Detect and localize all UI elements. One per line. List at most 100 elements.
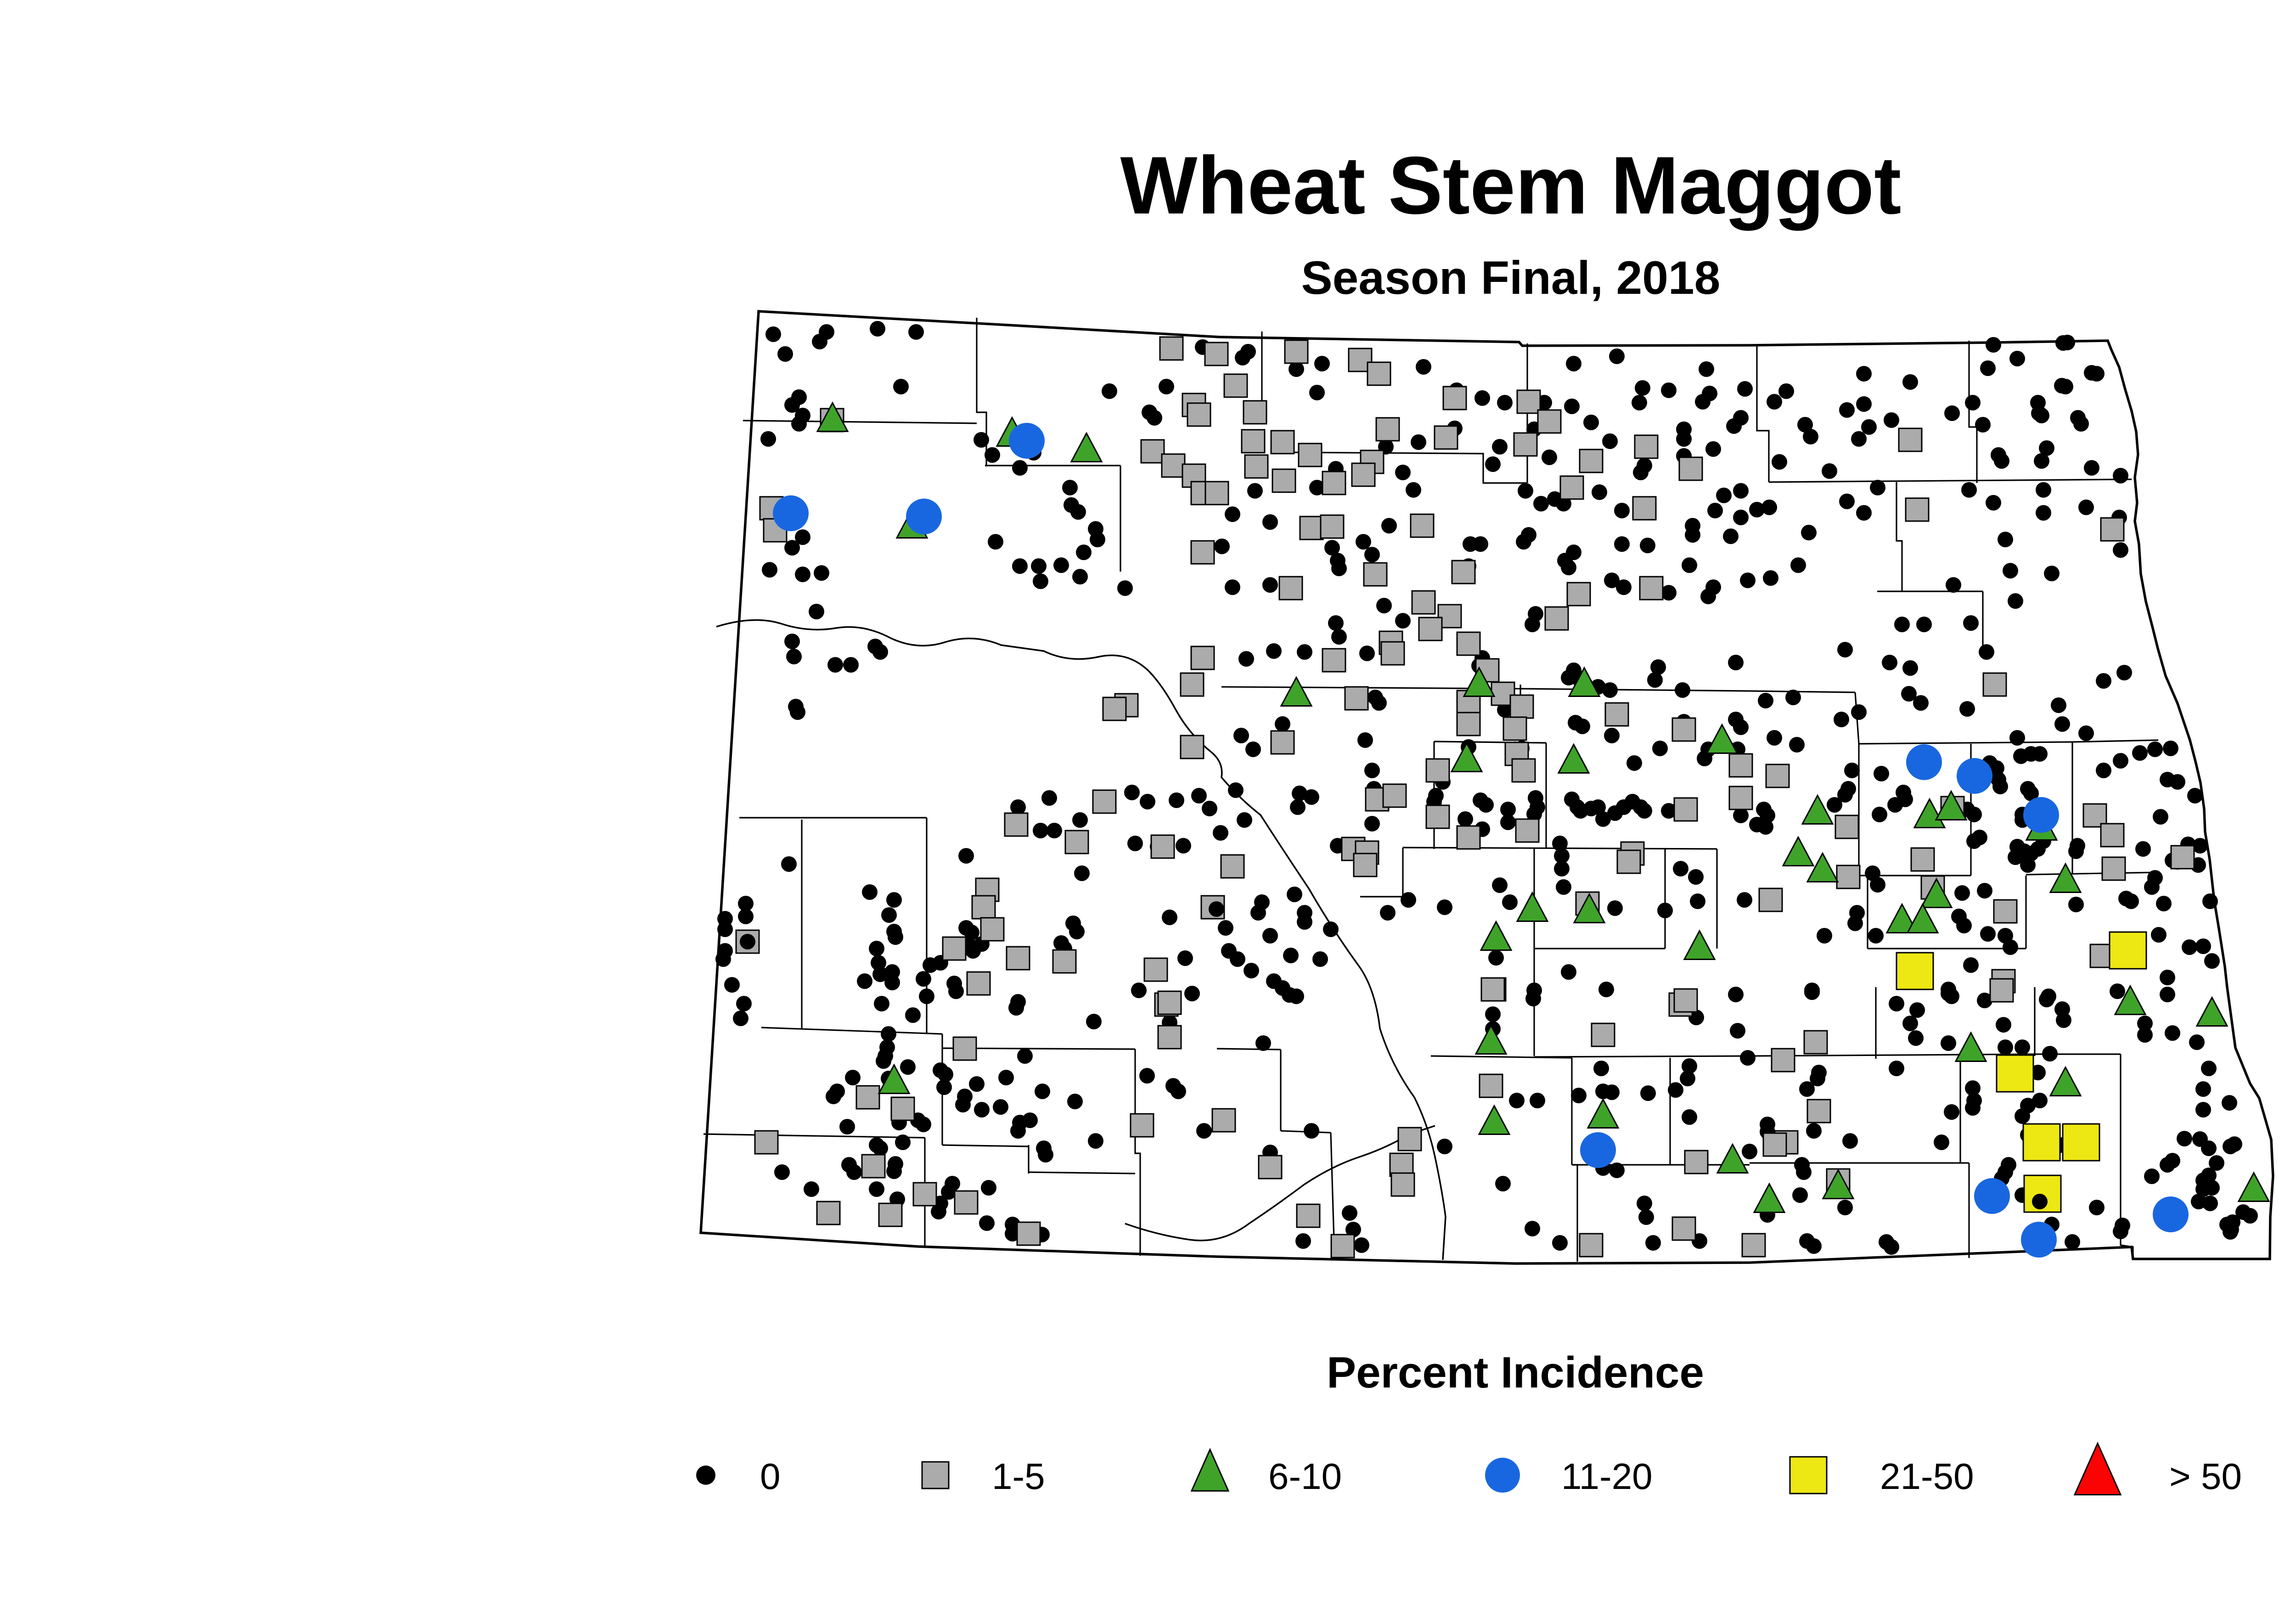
data-point-black-dot: [1304, 789, 1319, 805]
data-point-gray-square: [1380, 641, 1405, 666]
data-point-black-dot: [1842, 1133, 1858, 1149]
data-point-black-dot: [1124, 785, 1140, 800]
data-point-green-triangle: [1557, 743, 1590, 774]
data-point-black-dot: [874, 996, 889, 1011]
data-point-gray-square: [971, 895, 996, 920]
data-point-black-dot: [715, 951, 731, 967]
data-point-gray-square: [1375, 417, 1400, 442]
data-point-black-dot: [2195, 938, 2211, 954]
data-point-black-dot: [814, 565, 829, 581]
data-point-gray-square: [1456, 631, 1481, 656]
data-point-black-dot: [1707, 503, 1723, 518]
data-point-black-dot: [1801, 525, 1817, 540]
data-point-black-dot: [1411, 434, 1426, 450]
data-point-black-dot: [724, 977, 740, 993]
data-point-black-dot: [1492, 439, 1508, 455]
data-point-gray-square: [1771, 1048, 1795, 1073]
data-point-gray-square: [1559, 475, 1584, 500]
data-point-black-dot: [2137, 1016, 2153, 1031]
data-point-black-dot: [1526, 983, 1542, 998]
data-point-gray-square: [1130, 1113, 1154, 1138]
data-point-black-dot: [1977, 993, 1992, 1008]
data-point-black-dot: [1705, 579, 1721, 595]
data-point-black-dot: [2195, 1181, 2211, 1197]
data-point-black-dot: [1837, 787, 1853, 803]
data-point-black-dot: [1076, 545, 1092, 560]
data-point-black-dot: [1797, 417, 1813, 432]
data-point-black-dot: [1941, 986, 1956, 1001]
data-point-black-dot: [1682, 1109, 1697, 1125]
data-point-black-dot: [888, 929, 903, 945]
river-line: [1125, 1125, 1435, 1241]
data-point-black-dot: [900, 1059, 916, 1075]
data-point-black-dot: [2054, 378, 2070, 393]
data-point-gray-square: [754, 1130, 779, 1155]
data-point-black-dot: [1884, 1239, 1899, 1255]
data-point-black-dot: [2144, 879, 2160, 895]
data-point-black-dot: [1395, 465, 1411, 480]
data-point-black-dot: [1518, 483, 1533, 499]
data-point-black-dot: [1209, 901, 1224, 917]
data-point-black-dot: [1283, 948, 1299, 963]
data-point-black-dot: [969, 1076, 985, 1092]
data-point-black-dot: [1998, 532, 2013, 547]
data-point-black-dot: [2223, 1139, 2238, 1154]
data-point-gray-square: [1671, 1216, 1696, 1241]
county-line: [2072, 739, 2159, 743]
data-point-black-dot: [1884, 412, 1899, 428]
data-point-black-dot: [1473, 536, 1488, 552]
data-point-black-dot: [760, 431, 776, 447]
data-point-black-dot: [2030, 841, 2046, 857]
data-point-black-dot: [1225, 506, 1240, 522]
data-point-green-triangle: [1716, 1143, 1749, 1174]
data-point-black-dot: [1676, 431, 1692, 447]
data-point-black-dot: [1980, 926, 1996, 942]
data-point-gray-square: [1397, 1127, 1422, 1151]
data-point-gray-square: [1382, 783, 1407, 808]
data-point-black-dot: [1785, 690, 1801, 705]
county-line: [1134, 1049, 1141, 1256]
data-point-gray-square: [1451, 560, 1476, 584]
data-point-gray-square: [966, 971, 991, 996]
data-point-black-dot: [1140, 794, 1155, 809]
data-point-black-dot: [1640, 1085, 1656, 1101]
data-point-black-dot: [1356, 534, 1371, 550]
data-point-gray-square: [1591, 1022, 1615, 1047]
data-point-black-dot: [1228, 782, 1244, 798]
data-point-black-dot: [1088, 1133, 1103, 1149]
data-point-black-dot: [1162, 910, 1177, 925]
data-point-gray-square: [1503, 716, 1527, 741]
data-point-black-dot: [1954, 885, 1970, 901]
data-point-black-dot: [1184, 986, 1200, 1001]
data-point-black-dot: [1959, 701, 1975, 717]
county-line: [1896, 482, 1903, 591]
data-point-black-dot: [2054, 716, 2070, 732]
data-point-gray-square: [1102, 696, 1127, 721]
legend-marker-gray-square: [921, 1461, 950, 1489]
data-point-black-dot: [1661, 382, 1677, 398]
data-point-black-dot: [1902, 660, 1918, 676]
data-point-green-triangle: [1280, 676, 1313, 707]
data-point-black-dot: [1901, 686, 1917, 702]
data-point-black-dot: [1416, 359, 1431, 375]
data-point-black-dot: [1609, 348, 1625, 364]
data-point-gray-square: [1159, 336, 1184, 361]
legend-label-0: 0: [760, 1456, 781, 1497]
data-point-black-dot: [1552, 836, 1568, 851]
data-point-black-dot: [2096, 763, 2111, 778]
data-point-gray-square: [942, 936, 967, 961]
data-point-black-dot: [2156, 896, 2172, 911]
data-point-black-dot: [1965, 395, 1981, 410]
data-point-gray-square: [1516, 389, 1541, 414]
data-point-black-dot: [2089, 1200, 2105, 1215]
data-point-black-dot: [1176, 838, 1191, 854]
data-point-gray-square: [1204, 481, 1229, 506]
data-point-black-dot: [1474, 390, 1490, 406]
data-point-black-dot: [1509, 1093, 1525, 1108]
data-point-black-dot: [1309, 385, 1325, 400]
data-point-gray-square: [1989, 978, 2014, 1003]
data-point-black-dot: [736, 996, 752, 1011]
data-point-gray-square: [954, 1190, 979, 1215]
data-point-yellow-square: [1996, 1054, 2034, 1093]
data-point-gray-square: [1741, 1233, 1766, 1258]
